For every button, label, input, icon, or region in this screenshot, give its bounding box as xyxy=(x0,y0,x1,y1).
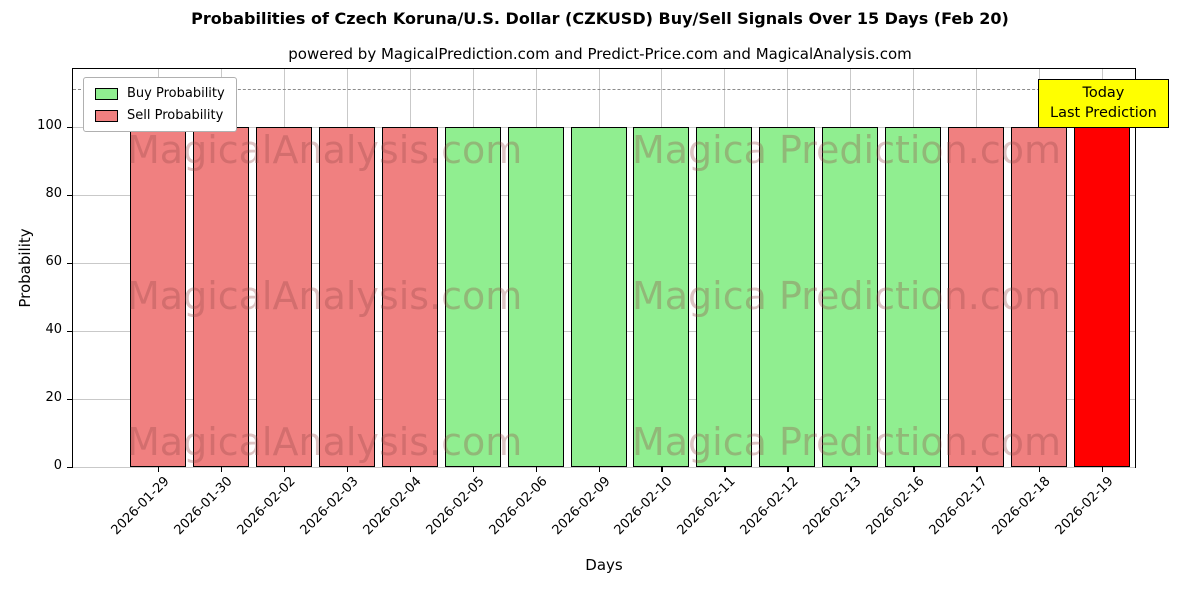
x-tick-mark xyxy=(850,467,852,472)
y-tick-label: 60 xyxy=(45,253,62,269)
x-tick-mark xyxy=(158,467,160,472)
x-tick-mark xyxy=(1102,467,1104,472)
watermark-text-right: Magica Prediction.com xyxy=(631,128,1061,172)
y-tick-label: 40 xyxy=(45,321,62,337)
x-tick-mark xyxy=(724,467,726,472)
watermark-row: MagicalAnalysis.com Magica Prediction.com xyxy=(73,421,1135,463)
y-tick-label: 20 xyxy=(45,389,62,405)
bar-2026-02-03 xyxy=(318,126,375,467)
watermark-text-left: MagicalAnalysis.com xyxy=(127,274,523,318)
bar-2026-01-30 xyxy=(192,126,249,467)
bar-2026-02-04 xyxy=(381,126,438,467)
x-tick-mark xyxy=(220,467,223,472)
bar-2026-02-17 xyxy=(948,126,1005,467)
bar-layer xyxy=(73,69,1135,467)
y-tick-mark xyxy=(67,467,72,469)
bar-2026-02-12 xyxy=(759,126,816,467)
legend-label-buy: Buy Probability xyxy=(127,86,225,101)
annotation-line1: Today xyxy=(1082,85,1125,101)
bar-2026-02-19 xyxy=(1074,126,1130,467)
bar-2026-02-13 xyxy=(822,126,879,467)
y-tick-label: 80 xyxy=(45,185,62,201)
sell-color-swatch xyxy=(95,109,118,122)
plot-area: MagicalAnalysis.com Magica Prediction.com… xyxy=(72,68,1136,468)
bar-2026-02-11 xyxy=(696,126,753,467)
h-gridline xyxy=(73,467,1135,468)
y-tick-mark xyxy=(67,194,72,197)
buy-color-swatch xyxy=(95,87,118,100)
bar-2026-02-05 xyxy=(444,126,501,467)
x-tick-mark xyxy=(535,467,537,472)
watermark-text-left: MagicalAnalysis.com xyxy=(127,128,523,172)
x-tick-mark xyxy=(976,467,978,472)
bar-2026-02-16 xyxy=(885,126,942,467)
x-axis-label: Days xyxy=(585,556,623,574)
y-tick-label: 0 xyxy=(53,458,62,473)
bar-2026-02-09 xyxy=(570,126,627,467)
today-annotation: Today Last Prediction xyxy=(1038,79,1169,128)
y-tick-mark xyxy=(67,126,72,129)
y-tick-mark xyxy=(67,398,72,401)
legend: Buy Probability Sell Probability xyxy=(83,77,237,132)
bar-2026-02-02 xyxy=(255,126,312,467)
x-tick-mark xyxy=(1039,467,1041,472)
chart-subtitle: powered by MagicalPrediction.com and Pre… xyxy=(288,45,912,63)
watermark-text-right: Magica Prediction.com xyxy=(631,420,1061,464)
x-tick-mark xyxy=(913,467,915,472)
x-tick-mark xyxy=(283,467,286,472)
watermark-row: MagicalAnalysis.com Magica Prediction.com xyxy=(73,275,1135,317)
x-tick-mark xyxy=(661,467,663,472)
x-tick-mark xyxy=(472,467,475,472)
chart-title: Probabilities of Czech Koruna/U.S. Dolla… xyxy=(191,9,1009,28)
x-tick-mark xyxy=(346,467,349,472)
y-tick-label: 100 xyxy=(37,117,62,133)
bar-2026-01-29 xyxy=(130,126,186,467)
x-tick-mark xyxy=(598,467,600,472)
legend-item-buy: Buy Probability xyxy=(95,86,225,101)
y-tick-mark xyxy=(67,330,72,333)
x-tick-mark xyxy=(787,467,789,472)
x-tick-mark xyxy=(409,467,412,472)
watermark-text-right: Magica Prediction.com xyxy=(631,274,1061,318)
bar-2026-02-10 xyxy=(633,126,690,467)
y-tick-mark xyxy=(67,262,72,265)
threshold-dashed-line xyxy=(73,89,1135,91)
legend-item-sell: Sell Probability xyxy=(95,108,225,123)
bar-2026-02-06 xyxy=(507,126,564,467)
watermark-text-left: MagicalAnalysis.com xyxy=(127,420,523,464)
watermark-row: MagicalAnalysis.com Magica Prediction.com xyxy=(73,129,1135,171)
bar-2026-02-18 xyxy=(1011,126,1068,467)
annotation-line2: Last Prediction xyxy=(1050,105,1157,122)
legend-label-sell: Sell Probability xyxy=(127,108,224,123)
